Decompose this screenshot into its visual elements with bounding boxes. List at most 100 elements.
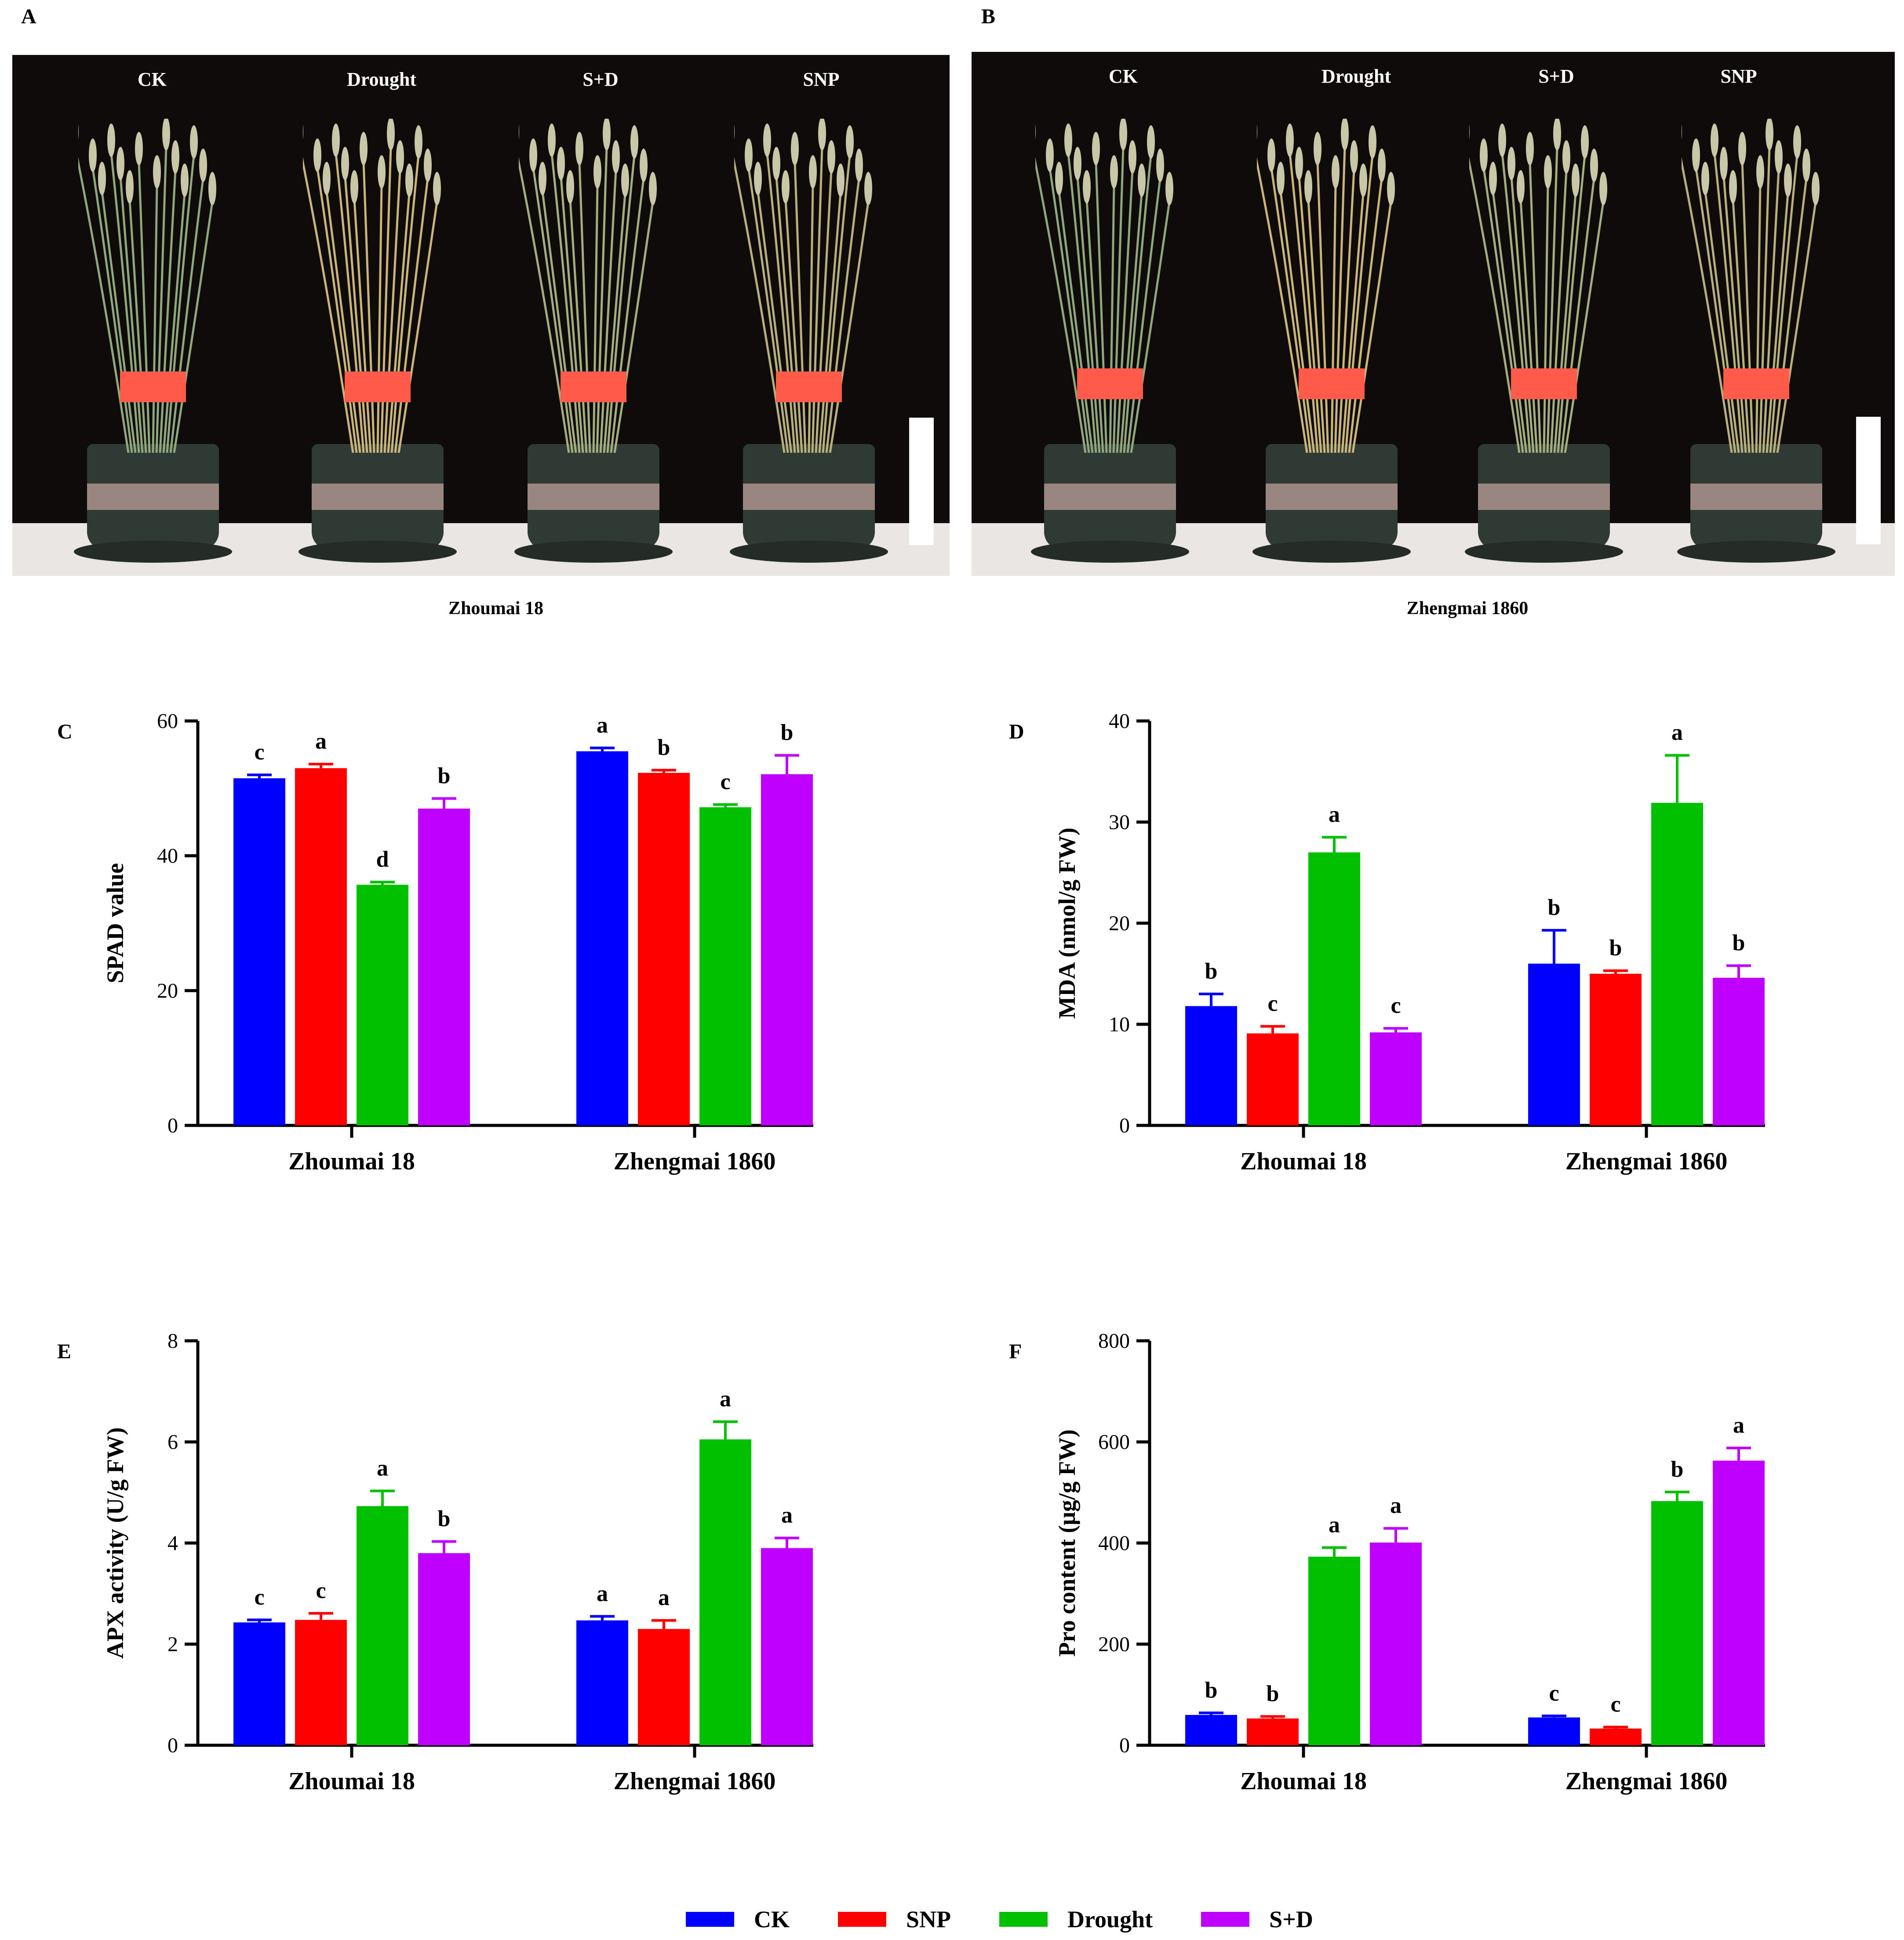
significance-letter: c — [1267, 991, 1278, 1016]
bar-ck — [576, 751, 628, 1125]
wheat-ear — [1507, 147, 1515, 180]
wheat-stem — [811, 146, 823, 453]
wheat-stem — [757, 191, 793, 453]
wheat-plant — [1035, 119, 1173, 453]
pot — [730, 444, 888, 563]
pot-saucer — [730, 541, 888, 563]
wheat-stem — [1257, 157, 1308, 453]
wheat-ear — [1165, 172, 1173, 205]
wheat-ear — [1766, 119, 1773, 150]
wheat-ear — [1802, 149, 1810, 182]
wheat-ear — [575, 132, 583, 165]
wheat-stem — [78, 157, 130, 453]
wheat-ear — [1469, 124, 1470, 140]
wheat-ear — [405, 164, 414, 197]
bar-drought — [1651, 803, 1703, 1125]
wheat-stem — [390, 155, 420, 453]
wheat-ear — [612, 140, 620, 174]
wheat-stem — [128, 200, 147, 453]
bar-sd — [418, 1553, 470, 1745]
chart-e-apx: E 0 2 4 6 8 APX activity (U/g FW) Zhoumai 18 c c a… — [57, 1329, 813, 1795]
y-tick-label: 40 — [157, 844, 178, 868]
y-tick-label: 60 — [157, 710, 178, 733]
wheat-ear — [171, 140, 179, 174]
wheat-stem — [1270, 168, 1312, 453]
photo-label-drought: Drought — [346, 69, 417, 90]
wheat-plant — [303, 119, 441, 453]
bar-drought — [1308, 852, 1360, 1125]
x-category-label: Zhengmai 1860 — [614, 1148, 776, 1175]
bar-drought — [699, 1439, 751, 1745]
pot-band — [312, 484, 444, 510]
wheat-ear — [621, 164, 629, 197]
wheat-stem — [335, 153, 365, 453]
wheat-stem — [1769, 155, 1798, 453]
wheat-stem — [1119, 193, 1143, 453]
wheat-ear — [763, 124, 772, 157]
wheat-ear — [415, 125, 423, 159]
wheat-stem — [1713, 153, 1744, 453]
panel-letter-f: F — [1009, 1340, 1022, 1363]
photo-label-sd: S+D — [1538, 66, 1574, 87]
y-tick-label: 4 — [167, 1532, 178, 1555]
scale-bar — [1856, 417, 1881, 544]
bar-drought — [699, 807, 751, 1125]
wheat-stem — [1307, 200, 1326, 453]
pot — [299, 444, 457, 563]
wheat-stem — [380, 146, 392, 453]
y-axis-title: Pro content (μg/g FW) — [1054, 1429, 1080, 1656]
wheat-ear — [1295, 147, 1303, 180]
significance-letter: b — [1267, 1681, 1279, 1706]
wheat-stem — [91, 168, 133, 453]
wheat-stem — [532, 168, 574, 453]
panel-letter-d: D — [1009, 720, 1024, 743]
x-category-label: Zhoumai 18 — [288, 1148, 415, 1175]
wheat-stem — [325, 191, 361, 453]
wheat-ear — [745, 138, 753, 172]
wheat-stem — [1695, 168, 1737, 453]
significance-letter: a — [1733, 1413, 1744, 1438]
wheat-ear — [1729, 170, 1737, 204]
y-tick-label: 2 — [167, 1633, 178, 1656]
wheat-ear — [1489, 162, 1497, 195]
legend-label-snp: SNP — [906, 1906, 951, 1933]
significance-letter: a — [1329, 1512, 1340, 1537]
pot-saucer — [1252, 541, 1411, 563]
significance-letter: a — [781, 1503, 793, 1528]
bar-sd — [1713, 1460, 1765, 1745]
wheat-ear — [1083, 170, 1091, 204]
bar-ck — [233, 1622, 285, 1745]
pot-band — [1690, 484, 1822, 510]
pot — [514, 444, 673, 563]
wheat-ear — [1129, 140, 1136, 174]
wheat-ear — [1359, 164, 1367, 197]
bar-drought — [1308, 1557, 1360, 1745]
pot-saucer — [514, 541, 673, 563]
y-tick-label: 0 — [1119, 1114, 1130, 1137]
wheat-ear — [1711, 124, 1718, 157]
bar-sd — [1370, 1032, 1422, 1125]
wheat-ear — [313, 138, 322, 172]
wheat-ear — [1720, 147, 1728, 180]
photo-label-snp: SNP — [803, 69, 840, 90]
legend-label-ck: CK — [754, 1906, 790, 1933]
wheat-stem — [155, 146, 167, 453]
wheat-stem — [818, 193, 842, 453]
significance-letter: a — [377, 1456, 388, 1481]
wheat-stem — [606, 155, 636, 453]
wheat-stem — [1501, 153, 1531, 453]
significance-letter: b — [1671, 1457, 1684, 1482]
wheat-ear — [1350, 140, 1358, 174]
bar-ck — [1185, 1715, 1237, 1745]
pot — [1252, 444, 1411, 563]
wheat-ear — [1119, 119, 1127, 150]
variety-caption-b: Zhengmai 1860 — [1406, 598, 1529, 619]
significance-letter: a — [658, 1585, 670, 1610]
wheat-stem — [110, 153, 140, 453]
wheat-stem — [1112, 146, 1125, 453]
wheat-stem — [1553, 193, 1577, 453]
wheat-ear — [1756, 155, 1764, 189]
y-tick-label: 6 — [167, 1430, 178, 1454]
pot-band — [527, 484, 659, 510]
wheat-ear — [135, 132, 143, 165]
